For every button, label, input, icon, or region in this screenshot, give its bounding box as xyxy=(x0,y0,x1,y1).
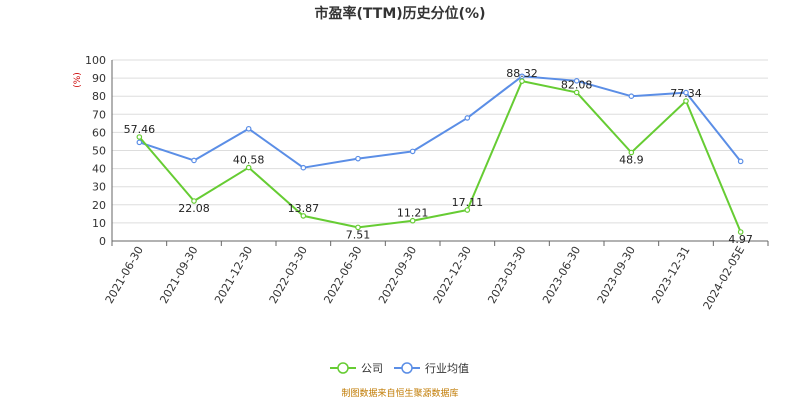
y-tick-label: 50 xyxy=(92,145,106,158)
source-note: 制图数据来自恒生聚源数据库 xyxy=(341,387,458,399)
company-point xyxy=(191,198,197,204)
company-data-label: 17.11 xyxy=(452,196,484,209)
industry-point xyxy=(737,158,744,165)
company-data-label: 13.87 xyxy=(288,202,320,215)
y-tick-label: 30 xyxy=(92,181,106,194)
y-tick-label: 20 xyxy=(92,199,106,212)
company-data-label: 40.58 xyxy=(233,154,265,167)
industry-point xyxy=(628,93,635,100)
x-tick-label: 2023-03-30 xyxy=(485,244,528,306)
x-tick-label: 2022-09-30 xyxy=(376,244,419,306)
y-tick-label: 70 xyxy=(92,108,106,121)
y-tick-label: 80 xyxy=(92,90,106,103)
y-axis-unit: (%) xyxy=(73,72,83,88)
y-tick-label: 0 xyxy=(99,235,106,248)
y-tick-label: 60 xyxy=(92,126,106,139)
company-data-label: 4.97 xyxy=(728,233,753,246)
y-tick-label: 40 xyxy=(92,163,106,176)
industry-point xyxy=(245,125,252,132)
company-point xyxy=(573,89,580,96)
legend-label-industry: 行业均值 xyxy=(425,362,469,375)
company-point xyxy=(355,224,361,231)
company-point xyxy=(245,164,252,171)
industry-point xyxy=(355,155,361,162)
x-tick-label: 2021-09-30 xyxy=(157,244,200,306)
x-tick-label: 2023-06-30 xyxy=(540,244,583,306)
legend-marker-industry xyxy=(401,362,413,374)
industry-point xyxy=(409,148,416,155)
series-lines xyxy=(136,73,744,235)
industry-point xyxy=(573,78,580,84)
company-point xyxy=(464,207,471,213)
x-tick-label: 2021-12-30 xyxy=(212,244,255,306)
company-data-label: 48.9 xyxy=(619,153,644,166)
legend-label-company: 公司 xyxy=(361,362,383,375)
industry-point xyxy=(136,139,143,146)
x-tick-label: 2023-12-31 xyxy=(649,244,692,306)
y-tick-label: 10 xyxy=(92,217,106,230)
industry-series-line xyxy=(139,75,742,169)
company-data-label: 77.34 xyxy=(670,87,702,100)
data-labels: 57.46 22.08 40.58 13.87 7.51 11.21 17.11 88.32 8… xyxy=(124,67,753,246)
company-point xyxy=(628,149,635,156)
legend-marker-company xyxy=(337,362,349,374)
legend: 公司 行业均值 xyxy=(330,362,469,375)
company-data-label: 11.21 xyxy=(397,207,429,220)
company-point xyxy=(737,229,744,235)
x-tick-label: 2023-09-30 xyxy=(595,244,638,306)
company-series-line xyxy=(138,80,742,233)
company-point xyxy=(136,134,143,140)
x-tick-label: 2022-12-30 xyxy=(431,244,474,306)
industry-point xyxy=(683,89,689,96)
company-point xyxy=(519,78,525,84)
x-tick-label: 2022-06-30 xyxy=(321,244,364,306)
company-data-label: 88.32 xyxy=(506,67,538,80)
y-tick-label: 90 xyxy=(92,72,106,85)
industry-point xyxy=(300,164,307,171)
industry-point xyxy=(191,157,197,164)
company-data-label: 82.08 xyxy=(561,78,593,91)
x-tick-label: 2024-02-05E xyxy=(701,244,748,312)
x-tick-label: 2022-03-30 xyxy=(267,244,310,306)
company-point xyxy=(683,98,689,104)
grid-lines xyxy=(112,59,768,242)
company-data-label: 22.08 xyxy=(178,202,210,215)
company-point xyxy=(409,217,416,224)
company-point xyxy=(300,213,307,219)
x-tick-label: 2021-06-30 xyxy=(103,244,146,306)
axes: 0 10 20 30 40 50 60 70 80 90 100 2021-06-30 2021-09-… xyxy=(85,54,769,312)
y-tick-label: 100 xyxy=(85,54,106,67)
company-data-label: 7.51 xyxy=(346,228,371,241)
company-data-label: 57.46 xyxy=(124,123,156,136)
industry-point xyxy=(464,115,471,121)
chart-title: 市盈率(TTM)历史分位(%) xyxy=(315,5,486,22)
